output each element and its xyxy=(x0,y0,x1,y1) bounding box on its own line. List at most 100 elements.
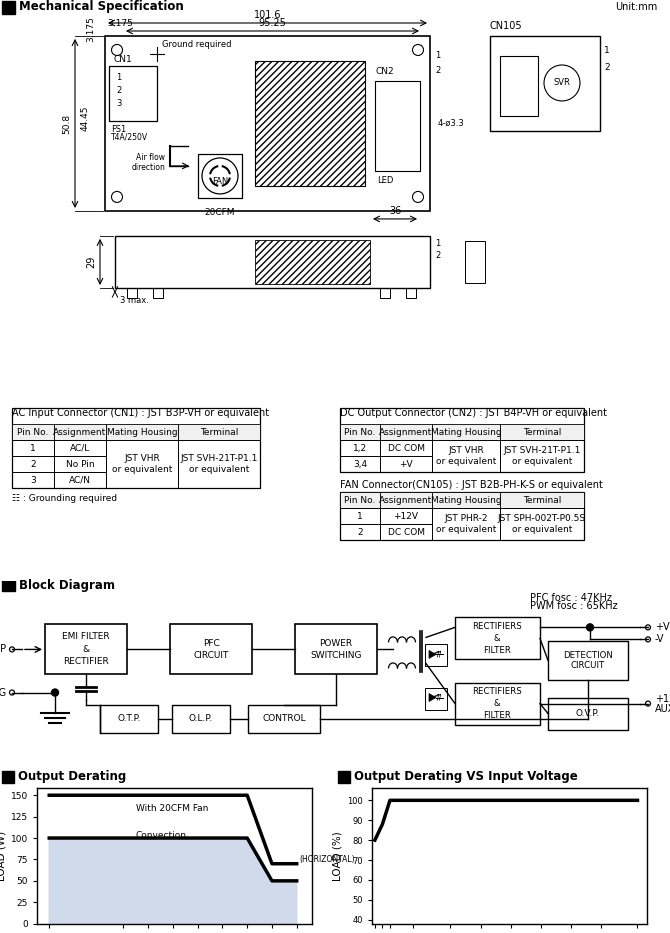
Bar xyxy=(340,456,380,472)
Bar xyxy=(375,81,420,171)
Text: 3.175: 3.175 xyxy=(107,19,133,28)
Text: Block Diagram: Block Diagram xyxy=(19,578,115,592)
Text: O.L.P.: O.L.P. xyxy=(189,714,213,723)
Text: +12V: +12V xyxy=(393,511,419,521)
Bar xyxy=(548,641,628,679)
Text: DC COM: DC COM xyxy=(387,443,425,453)
Text: +V: +V xyxy=(655,622,669,633)
Text: JST SVH-21T-P1.1
or equivalent: JST SVH-21T-P1.1 or equivalent xyxy=(180,454,258,474)
Bar xyxy=(12,472,54,488)
Y-axis label: LOAD (%): LOAD (%) xyxy=(333,831,343,881)
Bar xyxy=(380,288,390,298)
Bar xyxy=(465,241,485,283)
Text: Mating Housing: Mating Housing xyxy=(107,427,178,437)
Text: 36: 36 xyxy=(389,206,401,216)
Bar xyxy=(340,508,380,524)
Text: CONTROL: CONTROL xyxy=(262,714,306,723)
Text: 3.175: 3.175 xyxy=(86,16,96,42)
Text: DETECTION
CIRCUIT: DETECTION CIRCUIT xyxy=(563,650,613,670)
Text: Output Derating VS Input Voltage: Output Derating VS Input Voltage xyxy=(354,771,578,783)
Text: Pin No.: Pin No. xyxy=(344,495,376,505)
Text: 2: 2 xyxy=(30,460,36,468)
Text: JST SPH-002T-P0.5S
or equivalent: JST SPH-002T-P0.5S or equivalent xyxy=(498,514,586,534)
Text: EMI FILTER
&
RECTIFIER: EMI FILTER & RECTIFIER xyxy=(62,633,110,666)
Bar xyxy=(490,36,600,131)
Text: AUX: AUX xyxy=(655,703,670,714)
Bar xyxy=(432,492,500,508)
Circle shape xyxy=(52,689,58,696)
Text: With 20CFM Fan: With 20CFM Fan xyxy=(136,804,208,813)
Text: AC Input Connector (CN1) : JST B3P-VH or equivalent: AC Input Connector (CN1) : JST B3P-VH or… xyxy=(12,408,269,418)
Bar xyxy=(153,288,163,298)
Text: FG: FG xyxy=(0,688,6,698)
Text: JST PHR-2
or equivalent: JST PHR-2 or equivalent xyxy=(436,514,496,534)
Text: direction: direction xyxy=(131,163,165,173)
Text: 1: 1 xyxy=(117,74,122,82)
Polygon shape xyxy=(429,693,436,702)
Text: 2: 2 xyxy=(435,251,440,260)
Text: I/P: I/P xyxy=(0,645,6,654)
Circle shape xyxy=(586,624,594,631)
Bar xyxy=(178,424,260,440)
Text: CN105: CN105 xyxy=(490,21,523,31)
Bar xyxy=(127,288,137,298)
Bar xyxy=(255,240,370,284)
Bar xyxy=(2,1,15,14)
Bar xyxy=(45,624,127,675)
Text: O.V.P.: O.V.P. xyxy=(576,709,600,718)
Text: POWER
SWITCHING: POWER SWITCHING xyxy=(310,639,362,661)
Text: Ground required: Ground required xyxy=(162,40,232,49)
Text: Mechanical Specification: Mechanical Specification xyxy=(19,1,184,13)
Bar xyxy=(54,472,106,488)
Text: O.T.P.: O.T.P. xyxy=(117,714,141,723)
Bar xyxy=(340,492,380,508)
Text: 1: 1 xyxy=(435,51,440,61)
Bar xyxy=(500,492,584,508)
Text: JST VHR
or equivalent: JST VHR or equivalent xyxy=(436,446,496,466)
Text: Terminal: Terminal xyxy=(200,427,239,437)
Text: SVR: SVR xyxy=(553,78,570,88)
Bar xyxy=(54,424,106,440)
Text: No Pin: No Pin xyxy=(66,460,94,468)
Text: JST VHR
or equivalent: JST VHR or equivalent xyxy=(112,454,172,474)
Bar xyxy=(106,440,178,488)
Text: 2: 2 xyxy=(604,63,610,73)
Bar xyxy=(432,440,500,472)
Text: Output Derating: Output Derating xyxy=(18,771,126,783)
Bar xyxy=(2,771,14,783)
Text: CN1: CN1 xyxy=(113,55,132,64)
Text: DC Output Connector (CN2) : JST B4P-VH or equivalent: DC Output Connector (CN2) : JST B4P-VH o… xyxy=(340,408,607,418)
Bar xyxy=(432,424,500,440)
Text: 1: 1 xyxy=(30,443,36,453)
Bar xyxy=(178,440,260,488)
Bar xyxy=(455,618,540,660)
Text: Mating Housing: Mating Housing xyxy=(431,495,501,505)
Bar xyxy=(248,704,320,732)
Bar xyxy=(500,424,584,440)
Text: Convection: Convection xyxy=(136,831,187,841)
Bar xyxy=(500,440,584,472)
Text: FS1: FS1 xyxy=(111,125,126,134)
Text: 3: 3 xyxy=(117,100,122,108)
Text: CN2: CN2 xyxy=(375,67,394,76)
Bar xyxy=(380,492,432,508)
Bar xyxy=(425,688,447,710)
Bar xyxy=(115,236,430,288)
Text: Terminal: Terminal xyxy=(523,495,561,505)
Text: Assignment: Assignment xyxy=(54,427,107,437)
Bar xyxy=(12,408,260,488)
Text: 95.25: 95.25 xyxy=(259,18,287,28)
Text: 3,4: 3,4 xyxy=(353,460,367,468)
Bar xyxy=(54,440,106,456)
Text: 1,2: 1,2 xyxy=(353,443,367,453)
Text: 1: 1 xyxy=(435,240,440,248)
Text: AC/L: AC/L xyxy=(70,443,90,453)
Bar xyxy=(295,624,377,675)
Text: RECTIFIERS
&
FILTER: RECTIFIERS & FILTER xyxy=(472,622,522,655)
Bar xyxy=(338,771,350,783)
Text: Air flow: Air flow xyxy=(136,153,165,162)
Text: LED: LED xyxy=(377,176,393,185)
Text: ☷ : Grounding required: ☷ : Grounding required xyxy=(12,494,117,503)
Text: Unit:mm: Unit:mm xyxy=(615,2,657,12)
Text: 4-ø3.3: 4-ø3.3 xyxy=(438,118,465,128)
